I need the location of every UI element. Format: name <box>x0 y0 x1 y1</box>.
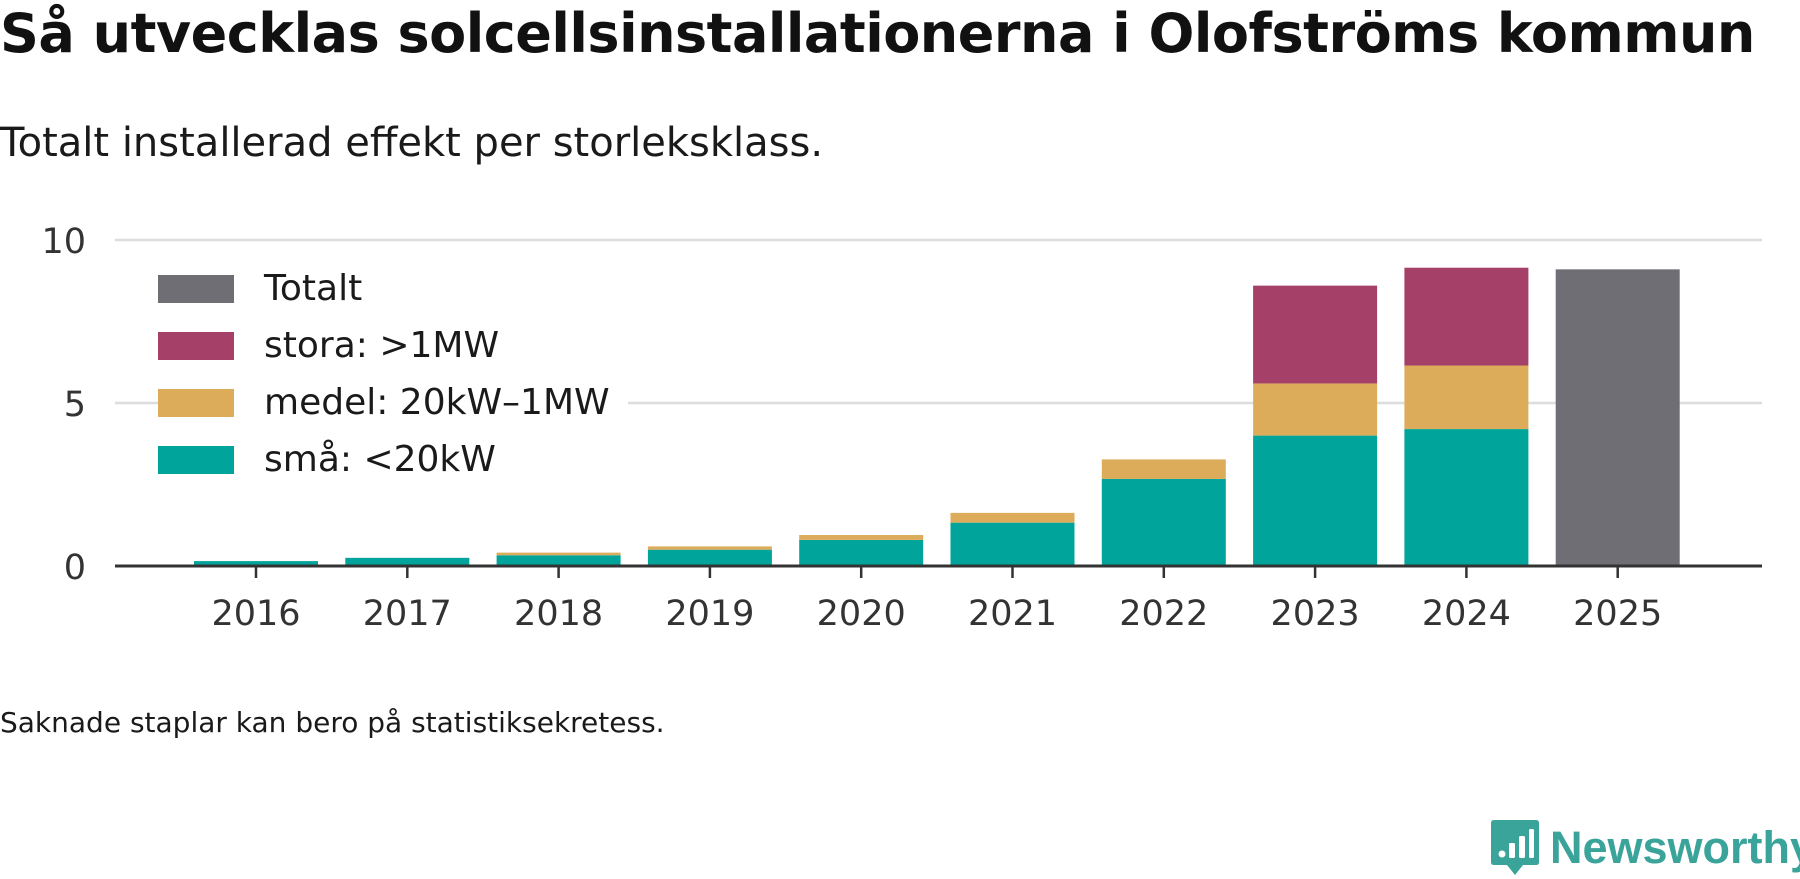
legend-label-medel: medel: 20kW–1MW <box>264 382 610 423</box>
bar-2019-medel[interactable] <box>647 546 772 550</box>
chart-subtitle: Totalt installerad effekt per storlekskl… <box>0 120 824 166</box>
newsworthy-logo-icon <box>1491 820 1539 875</box>
bar-2022-medel[interactable] <box>1101 459 1226 479</box>
legend-item-medel[interactable]: medel: 20kW–1MW <box>158 374 628 431</box>
bar-2022-sma[interactable] <box>1101 478 1226 566</box>
x-tick-label-2022: 2022 <box>1119 594 1208 634</box>
y-tick-label-0: 0 <box>64 548 86 588</box>
legend-label-stora: stora: >1MW <box>264 325 500 366</box>
x-tick-label-2017: 2017 <box>363 594 452 634</box>
bar-2020-medel[interactable] <box>799 535 924 540</box>
x-axis-ticks: 2016 2017 2018 2019 2020 2021 2022 2023 2024 2025 <box>211 566 1662 634</box>
x-tick-label-2024: 2024 <box>1422 594 1511 634</box>
bar-2025-total[interactable] <box>1555 269 1680 566</box>
x-tick-label-2023: 2023 <box>1271 594 1360 634</box>
legend: Totalt stora: >1MW medel: 20kW–1MW små: … <box>158 260 628 488</box>
bar-2024-medel[interactable] <box>1404 365 1529 430</box>
bar-chart: 0 5 10 2016 2017 2018 2019 2020 2021 2022 2023 202… <box>41 222 1762 634</box>
legend-item-stora[interactable]: stora: >1MW <box>158 317 628 374</box>
brand-name: Newsworthy <box>1550 822 1800 873</box>
legend-label-sma: små: <20kW <box>264 439 496 480</box>
legend-item-sma[interactable]: små: <20kW <box>158 431 628 488</box>
legend-swatch-medel <box>158 388 234 417</box>
bar-2019-sma[interactable] <box>647 549 772 566</box>
legend-label-total: Totalt <box>264 268 363 309</box>
bar-2018-sma[interactable] <box>496 555 621 566</box>
bar-2018-medel[interactable] <box>496 552 621 556</box>
bar-2024-sma[interactable] <box>1404 429 1529 566</box>
legend-swatch-total <box>158 274 234 303</box>
y-axis-ticks: 0 5 10 <box>41 222 86 588</box>
bar-2021-sma[interactable] <box>950 522 1075 566</box>
bar-2020-sma[interactable] <box>799 539 924 566</box>
legend-swatch-stora <box>158 331 234 360</box>
x-tick-label-2020: 2020 <box>817 594 906 634</box>
bar-2024-stora[interactable] <box>1404 267 1529 366</box>
y-tick-label-5: 5 <box>64 385 86 425</box>
x-tick-label-2025: 2025 <box>1573 594 1662 634</box>
x-tick-label-2019: 2019 <box>665 594 754 634</box>
bar-2017-sma[interactable] <box>345 557 470 566</box>
x-tick-label-2018: 2018 <box>514 594 603 634</box>
bars <box>194 267 1680 566</box>
chart-title: Så utvecklas solcellsinstallationerna i … <box>0 2 1755 65</box>
legend-item-total[interactable]: Totalt <box>158 260 628 317</box>
x-tick-label-2021: 2021 <box>968 594 1057 634</box>
legend-swatch-sma <box>158 445 234 474</box>
bar-2023-sma[interactable] <box>1253 435 1378 566</box>
footnote: Saknade staplar kan bero på statistiksek… <box>0 706 665 739</box>
bar-2021-medel[interactable] <box>950 512 1075 523</box>
y-tick-label-10: 10 <box>41 222 86 262</box>
x-tick-label-2016: 2016 <box>211 594 300 634</box>
bar-2016-sma[interactable] <box>194 561 318 566</box>
bar-2023-medel[interactable] <box>1253 383 1378 436</box>
bar-2023-stora[interactable] <box>1253 285 1378 384</box>
brand-logo[interactable]: Newsworthy <box>1490 818 1800 878</box>
